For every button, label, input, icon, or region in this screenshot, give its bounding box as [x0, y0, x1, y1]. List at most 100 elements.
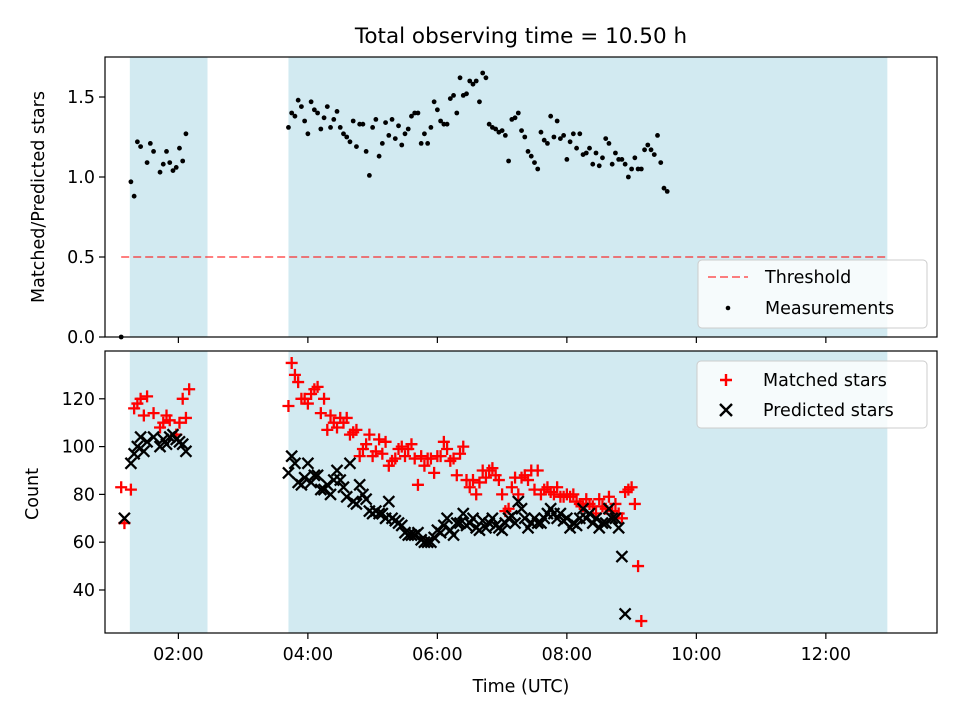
measurement-point — [164, 149, 169, 154]
matched-star-point — [137, 409, 150, 422]
predicted-stars-points — [118, 428, 632, 621]
measurement-point — [311, 107, 317, 113]
matched-star-point — [411, 478, 424, 491]
predicted-star-point — [340, 490, 354, 504]
measurement-point — [302, 118, 308, 124]
bottom-panel: 40 60 80 100 120 02:00 04:00 06:00 08:00 10:00 12… — [23, 350, 938, 697]
predicted-star-point — [285, 449, 299, 463]
measurement-point — [583, 150, 589, 156]
measurement-point — [434, 107, 440, 113]
predicted-star-point — [395, 519, 409, 532]
bottom-axes-frame — [104, 350, 938, 634]
legend-measurements-swatch — [725, 305, 731, 311]
measurement-point — [541, 137, 547, 143]
measurement-point — [625, 174, 631, 180]
measurement-point — [386, 133, 392, 138]
matched-star-point — [147, 407, 160, 420]
measurement-point — [392, 136, 398, 142]
measurement-point — [661, 185, 667, 191]
matched-star-point — [434, 450, 447, 463]
measurement-point — [486, 121, 492, 127]
measurement-point — [334, 109, 340, 114]
matched-star-point — [115, 481, 128, 494]
measurement-point — [328, 125, 333, 130]
measurement-point — [564, 157, 570, 162]
measurement-point — [613, 150, 618, 156]
predicted-star-point — [308, 468, 321, 482]
measurement-point — [418, 141, 424, 146]
bottom-x-ticks: 02:00 04:00 06:00 08:00 10:00 12:00 — [153, 633, 851, 665]
matched-star-point — [512, 488, 525, 501]
predicted-star-point — [554, 507, 567, 520]
measurement-point — [363, 149, 369, 154]
predicted-star-point — [437, 519, 451, 532]
measurement-point — [360, 121, 366, 127]
measurement-point — [298, 104, 304, 109]
y-tick-label: 1.5 — [67, 88, 95, 108]
predicted-star-point — [330, 464, 344, 477]
predicted-star-point — [118, 511, 131, 525]
matched-star-point — [379, 435, 392, 448]
measurement-point — [554, 118, 560, 124]
predicted-star-point — [353, 478, 366, 492]
matched-star-point — [301, 397, 314, 410]
measurement-point — [366, 173, 372, 178]
measurement-point — [405, 126, 411, 132]
measurement-point — [600, 155, 605, 161]
measurement-point — [331, 117, 337, 122]
measurement-point — [538, 129, 544, 135]
matched-star-point — [173, 416, 186, 429]
measurement-point — [606, 141, 612, 146]
measurement-point — [648, 147, 654, 153]
matched-star-point — [282, 399, 295, 412]
measurement-point — [370, 125, 376, 130]
measurement-point — [645, 142, 651, 148]
predicted-star-point — [605, 511, 619, 525]
predicted-star-point — [434, 526, 447, 539]
x-tick-label: 04:00 — [283, 645, 333, 665]
top-y-axis-label: Matched/Predicted stars — [29, 91, 49, 303]
measurement-point — [655, 133, 660, 138]
measurement-point — [548, 113, 554, 119]
bottom-y-axis-label: Count — [23, 468, 43, 520]
measurement-point — [470, 81, 476, 87]
measurement-point — [292, 113, 298, 119]
predicted-star-point — [295, 478, 308, 492]
predicted-star-point — [127, 447, 141, 461]
predicted-star-point — [505, 509, 519, 523]
predicted-star-point — [618, 607, 632, 621]
measurement-point — [499, 128, 505, 134]
matched-star-point — [505, 481, 518, 494]
matched-star-point — [450, 469, 463, 482]
measurement-point — [305, 131, 311, 137]
matched-star-point — [567, 488, 580, 501]
matched-star-point — [314, 407, 327, 420]
measurement-point — [425, 141, 431, 146]
predicted-star-point — [137, 445, 151, 458]
matched-star-point — [470, 488, 483, 501]
legend-matched-label: Matched stars — [763, 371, 887, 391]
measurement-point — [512, 115, 518, 121]
top-x-ticks — [177, 337, 827, 343]
measurement-point — [354, 144, 359, 150]
matched-star-point — [369, 445, 382, 458]
matched-star-point — [441, 442, 454, 455]
matched-star-point — [551, 481, 564, 494]
predicted-star-point — [515, 502, 528, 516]
matched-star-point — [625, 481, 638, 494]
matched-star-point — [350, 423, 363, 436]
measurement-point — [574, 145, 579, 151]
measurement-point — [389, 117, 395, 122]
measurement-point — [528, 153, 534, 159]
predicted-star-point — [531, 516, 545, 530]
predicted-star-point — [350, 497, 363, 511]
matched-star-point — [496, 488, 509, 501]
matched-star-point — [547, 488, 560, 501]
predicted-star-point — [140, 435, 154, 449]
predicted-star-point — [589, 511, 603, 525]
matched-star-point — [424, 452, 437, 465]
matched-star-point — [395, 440, 408, 453]
measurement-point — [619, 157, 625, 162]
measurement-point — [383, 120, 388, 125]
measurement-point — [557, 136, 563, 142]
